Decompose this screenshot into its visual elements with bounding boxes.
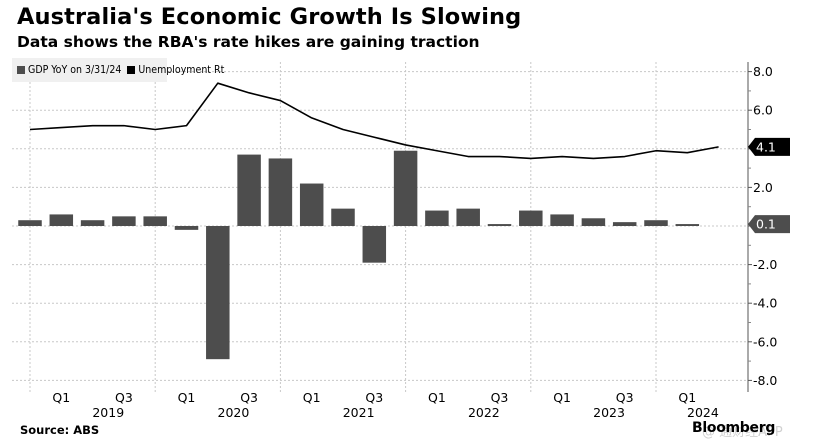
x-quarter-label: Q1 xyxy=(553,390,571,405)
gdp-bar xyxy=(393,150,418,226)
x-quarter-label: Q3 xyxy=(616,390,634,405)
chart-title: Australia's Economic Growth Is Slowing xyxy=(17,4,522,30)
y-axis: 8.0 6.0 2.0 -2.0 -4.0 -6.0 -8.0 xyxy=(747,62,777,392)
gdp-last-badge-text: 0.1 xyxy=(756,217,776,232)
legend-label-gdp: GDP YoY on 3/31/24 xyxy=(28,64,122,76)
gdp-bar xyxy=(268,158,293,226)
x-quarter-label: Q3 xyxy=(240,390,258,405)
y-tick-label: -4.0 xyxy=(753,296,777,311)
gdp-bar xyxy=(112,216,136,226)
y-tick-label: -8.0 xyxy=(753,373,777,388)
gdp-bar xyxy=(612,222,637,226)
x-quarter-label: Q3 xyxy=(115,390,133,405)
legend-label-unemployment: Unemployment Rt xyxy=(138,64,225,76)
unemployment-line-group xyxy=(29,82,719,160)
y-tick-label: 2.0 xyxy=(753,180,773,195)
x-quarter-label: Q3 xyxy=(491,390,509,405)
gridlines xyxy=(12,62,748,392)
gdp-bar xyxy=(456,208,480,226)
gdp-bar xyxy=(49,214,74,226)
gdp-bar xyxy=(174,226,199,230)
gdp-bar xyxy=(237,154,261,226)
gdp-bar xyxy=(143,216,167,226)
source-note: Source: ABS xyxy=(20,423,100,437)
x-quarter-label: Q3 xyxy=(365,390,383,405)
x-year-label: 2021 xyxy=(343,405,375,420)
gdp-bar xyxy=(487,224,512,226)
gdp-bar xyxy=(519,210,543,226)
x-quarter-label: Q1 xyxy=(178,390,196,405)
chart-subtitle: Data shows the RBA's rate hikes are gain… xyxy=(17,33,480,51)
gdp-bar xyxy=(18,220,42,226)
legend-swatch-unemployment xyxy=(127,66,136,74)
x-axis: Q1 Q3 Q1 Q3 Q1 Q3 Q1 Q3 Q1 Q3 Q1 2019 2020 2021 2022 20… xyxy=(52,390,719,420)
gdp-bar xyxy=(675,224,700,226)
x-year-label: 2019 xyxy=(92,405,124,420)
gdp-bars xyxy=(18,150,700,360)
gdp-bar xyxy=(550,214,574,226)
x-quarter-label: Q1 xyxy=(428,390,446,405)
gdp-bar xyxy=(581,218,606,226)
y-tick-label: 8.0 xyxy=(753,64,773,79)
gdp-bar xyxy=(80,220,105,226)
x-quarter-label: Q1 xyxy=(52,390,70,405)
unemployment-last-badge-text: 4.1 xyxy=(756,139,776,154)
gdp-last-badge-shape xyxy=(748,215,790,234)
gdp-bar xyxy=(644,220,668,226)
legend-item-unemployment[interactable]: Unemployment Rt xyxy=(127,64,224,76)
gdp-bar xyxy=(206,226,230,360)
bloomberg-logo: Bloomberg xyxy=(692,420,776,436)
x-quarter-label: Q1 xyxy=(303,390,321,405)
watermark: @ 通财经APP xyxy=(702,425,783,440)
legend-swatch-gdp xyxy=(17,66,25,74)
x-year-label: 2022 xyxy=(468,405,500,420)
y-tick-label: -6.0 xyxy=(753,334,777,349)
y-tick-label: 6.0 xyxy=(753,103,773,118)
value-badges: 4.1 0.1 xyxy=(748,137,790,234)
gdp-bar xyxy=(362,226,387,263)
legend-item-gdp[interactable]: GDP YoY on 3/31/24 xyxy=(17,64,121,76)
unemployment-line xyxy=(29,82,719,160)
y-tick-label: -2.0 xyxy=(753,257,777,272)
unemployment-last-badge-shape xyxy=(748,137,790,156)
gdp-last-badge: 0.1 xyxy=(748,215,790,234)
x-year-label: 2023 xyxy=(593,405,625,420)
gdp-bar xyxy=(331,208,355,226)
unemployment-last-badge: 4.1 xyxy=(748,137,790,156)
x-year-label: 2024 xyxy=(687,405,719,420)
gdp-bar xyxy=(299,183,324,226)
gdp-bar xyxy=(425,210,449,226)
legend: GDP YoY on 3/31/24 Unemployment Rt xyxy=(12,58,224,82)
x-year-label: 2020 xyxy=(218,405,250,420)
x-quarter-label: Q1 xyxy=(678,390,696,405)
